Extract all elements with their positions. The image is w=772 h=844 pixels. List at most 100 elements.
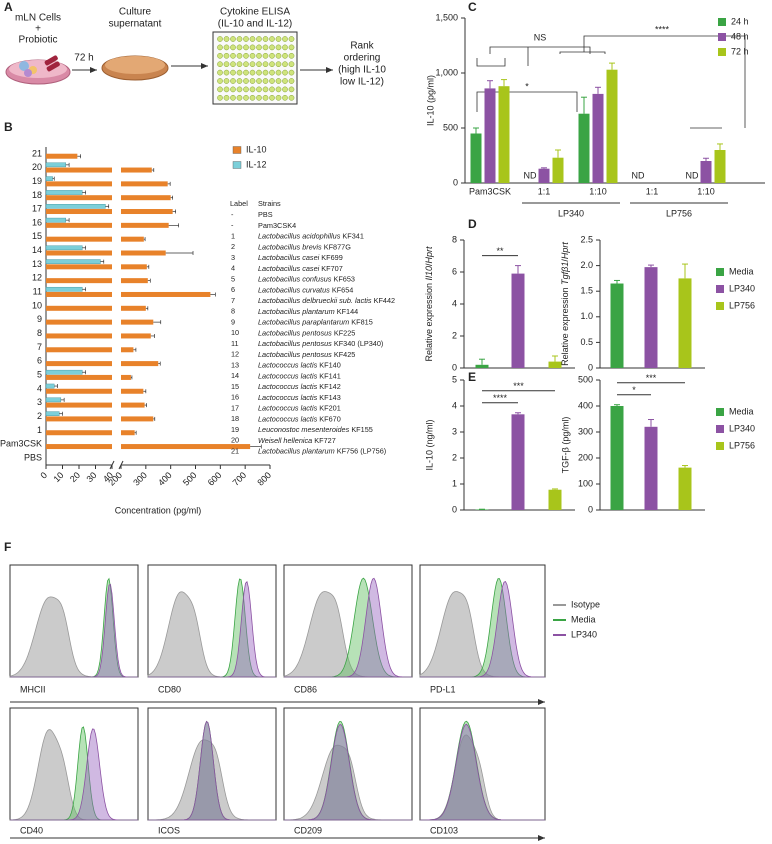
step-text: mLN Cells	[15, 13, 61, 24]
table-cell: Pam3CSK4	[258, 221, 296, 230]
bar	[538, 168, 550, 183]
y-tick-label: 0	[452, 362, 457, 372]
strain-name: PBS	[258, 210, 273, 219]
table-cell: 11	[231, 339, 239, 348]
table-cell: Lactococcus lactis KF140	[258, 360, 341, 369]
table-cell: 6	[231, 285, 235, 294]
well	[282, 52, 288, 59]
legend-swatch	[716, 442, 724, 450]
legend-label: Media	[729, 406, 754, 416]
strain-code: KF142	[319, 382, 341, 391]
well	[230, 52, 236, 59]
table-cell: 20	[231, 436, 239, 445]
bar	[46, 222, 112, 228]
table-cell: 21	[231, 446, 239, 455]
strain-name: Lactobacillus curvatus	[258, 285, 330, 294]
bar	[46, 153, 78, 159]
category-label: 21	[32, 148, 42, 158]
bar	[46, 430, 112, 436]
significance: *	[632, 385, 636, 395]
bar	[45, 259, 101, 264]
category-label: 12	[32, 273, 42, 283]
value-label: ND	[524, 170, 537, 180]
table-header: Label	[230, 199, 248, 208]
category-label: 14	[32, 245, 42, 255]
bar	[678, 278, 692, 368]
well	[262, 86, 269, 93]
legend-swatch	[718, 18, 726, 26]
strain-code: KF727	[314, 436, 336, 445]
well	[236, 86, 243, 93]
dish-supernatant	[101, 55, 169, 81]
bar	[714, 150, 726, 183]
bar	[121, 361, 159, 367]
well	[236, 69, 243, 76]
category-label: 16	[32, 217, 42, 227]
table-cell: Lactobacillus brevis KF877G	[258, 242, 351, 251]
bar	[45, 176, 53, 181]
strain-code: KF425	[334, 350, 356, 359]
well	[275, 36, 282, 42]
bar	[46, 209, 112, 215]
y-tick-label: 4	[452, 400, 457, 410]
well	[282, 86, 288, 93]
well	[262, 61, 269, 68]
y-axis-label: IL-10 (pg/ml)	[425, 75, 435, 126]
well	[262, 94, 269, 101]
bar	[121, 430, 135, 436]
strain-name: Lactobacillus acidophillus	[258, 231, 341, 240]
bar	[475, 364, 489, 368]
category-label: 1:10	[589, 186, 607, 196]
step-text: supernatant	[109, 19, 162, 30]
y-tick-label: 8	[452, 234, 457, 244]
table-cell: 8	[231, 307, 235, 316]
bar	[610, 406, 624, 510]
well	[256, 36, 262, 42]
well	[243, 94, 249, 101]
strain-name: Lactobacillus paraplantarum	[258, 317, 349, 326]
marker-label: CD209	[294, 825, 322, 835]
bar	[552, 157, 564, 183]
well	[249, 94, 256, 101]
significance: ***	[646, 373, 657, 383]
bar	[610, 283, 624, 368]
strain-name: Lactobacillus casei	[258, 253, 320, 262]
histogram	[284, 724, 412, 821]
well	[236, 36, 243, 42]
strain-code: KF877G	[324, 242, 351, 251]
well	[262, 78, 269, 84]
histogram	[284, 577, 412, 678]
bar	[46, 319, 112, 325]
table-cell: 1	[231, 231, 235, 240]
well	[243, 44, 249, 51]
well	[243, 61, 249, 68]
table-cell: 14	[231, 371, 239, 380]
well	[217, 86, 223, 93]
table-cell: 3	[231, 253, 235, 262]
strain-name: Lactococcus lactis	[258, 414, 318, 423]
well	[275, 94, 282, 101]
strain-name: Lactococcus lactis	[258, 371, 318, 380]
y-tick-label: 0	[588, 504, 593, 514]
well	[275, 61, 282, 68]
table-cell: 12	[231, 350, 239, 359]
table-cell: Lactobacillus casei KF699	[258, 253, 343, 262]
y-axis-label-part: Relative expression	[424, 281, 434, 362]
table-cell: 16	[231, 393, 239, 402]
well	[269, 52, 275, 59]
x-axis-label: Concentration (pg/ml)	[115, 505, 202, 515]
strain-code: KF144	[337, 307, 359, 316]
histogram	[148, 720, 276, 821]
well	[282, 69, 288, 76]
category-label: 1:10	[697, 186, 715, 196]
table-cell: Lactococcus lactis KF143	[258, 393, 341, 402]
legend-swatch	[232, 146, 242, 154]
bar	[45, 411, 60, 417]
table-cell: Lactobacillus acidophillus KF341	[258, 231, 364, 240]
y-tick-label: 1,000	[435, 67, 458, 77]
y-tick-label: 0	[588, 362, 593, 372]
well	[243, 52, 249, 59]
strain-name: Lactobacillus confusus	[258, 274, 332, 283]
category-label: 6	[37, 356, 42, 366]
